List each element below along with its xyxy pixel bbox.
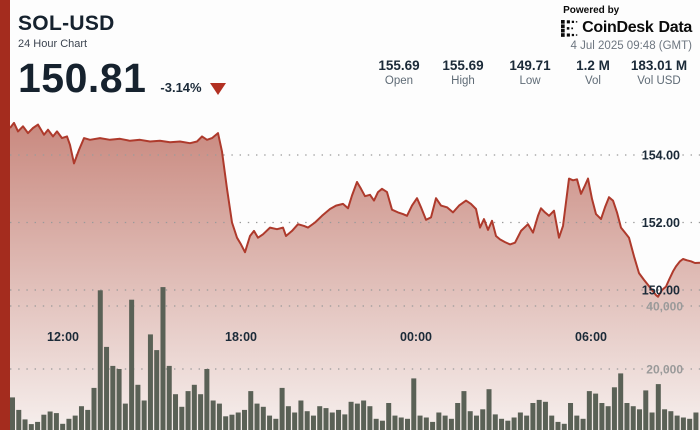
stat-high: 155.69 High — [442, 58, 483, 87]
vol-label: Vol — [584, 75, 601, 87]
high-value: 155.69 — [442, 58, 484, 73]
brand-suffix: Data — [658, 19, 693, 36]
low-value: 149.71 — [509, 58, 551, 73]
time-axis-label: 12:00 — [47, 330, 79, 344]
down-arrow-icon — [209, 83, 226, 95]
stat-open: 155.69 Open — [378, 58, 419, 87]
open-value: 155.69 — [378, 58, 420, 73]
price-change-percent: -3.14% — [160, 80, 202, 95]
symbol-title: SOL-USD — [18, 12, 115, 35]
coindesk-data-brand[interactable]: CoinDesk Data — [561, 19, 692, 37]
coindesk-logo-icon — [561, 19, 578, 37]
time-axis-label: 00:00 — [400, 330, 432, 344]
vol-usd-value: 183.01 M — [630, 58, 688, 73]
volume-axis-label: 20,000 — [646, 363, 683, 377]
open-label: Open — [384, 75, 414, 87]
price-axis-label: 154.00 — [642, 149, 680, 163]
stat-vol: 1.2 M Vol — [576, 58, 610, 87]
brand-name: CoinDesk — [582, 19, 654, 36]
price-row: 150.81 -3.14% — [18, 58, 226, 99]
volume-axis-label: 40,000 — [646, 300, 683, 314]
price-axis-label: 150.00 — [642, 284, 680, 298]
stat-low: 149.71 Low — [509, 58, 550, 87]
price-axis-label: 152.00 — [642, 216, 680, 230]
powered-by-label: Powered by — [563, 5, 620, 16]
header: SOL-USD 24 Hour Chart 150.81 -3.14% — [18, 12, 226, 99]
vol-value: 1.2 M — [576, 58, 610, 73]
stat-vol-usd: 183.01 M Vol USD — [631, 58, 687, 87]
powered-by-block: Powered by CoinDesk Data 4 Jul 2025 09:4… — [561, 5, 692, 52]
time-axis-label: 06:00 — [575, 330, 607, 344]
low-label: Low — [519, 75, 541, 87]
high-label: High — [451, 75, 475, 87]
time-axis-label: 18:00 — [225, 330, 257, 344]
chart-timestamp: 4 Jul 2025 09:48 (GMT) — [570, 40, 692, 52]
chart-subtitle: 24 Hour Chart — [18, 38, 88, 50]
left-accent-bar — [0, 0, 10, 430]
current-price: 150.81 — [18, 55, 147, 101]
ohlc-stats-row: 155.69 Open 155.69 High 149.71 Low 1.2 M… — [0, 58, 700, 92]
vol-usd-label: Vol USD — [637, 75, 681, 87]
